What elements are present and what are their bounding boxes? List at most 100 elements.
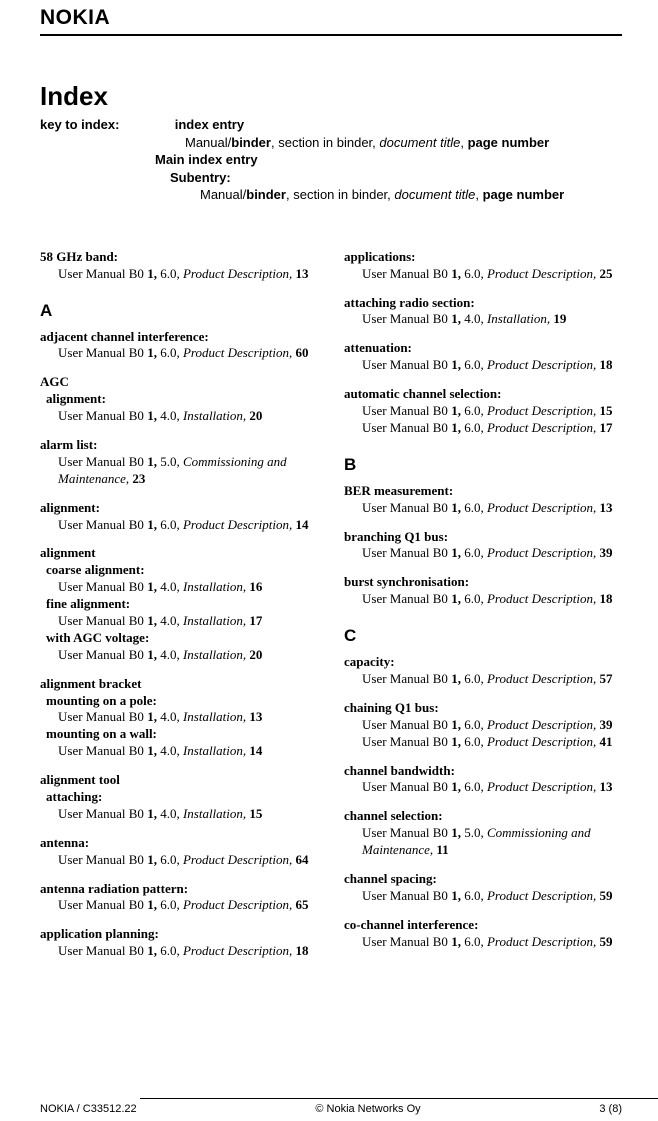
entry-head: antenna radiation pattern: bbox=[40, 881, 318, 898]
entry-ref: User Manual B0 1, 4.0, Installation, 15 bbox=[40, 806, 318, 823]
key-l5f: page number bbox=[483, 187, 565, 202]
section-letter: C bbox=[344, 626, 622, 646]
index-entry: automatic channel selection:User Manual … bbox=[344, 386, 622, 437]
key-l5a: Manual/ bbox=[200, 187, 246, 202]
entry-head: channel selection: bbox=[344, 808, 622, 825]
left-column: 58 GHz band:User Manual B0 1, 6.0, Produ… bbox=[40, 249, 318, 972]
index-entry: attaching radio section:User Manual B0 1… bbox=[344, 295, 622, 329]
key-l2b: binder bbox=[231, 135, 271, 150]
entry-ref: User Manual B0 1, 6.0, Product Descripti… bbox=[344, 500, 622, 517]
entry-ref: User Manual B0 1, 4.0, Installation, 16 bbox=[40, 579, 318, 596]
entry-head: alignment bracket bbox=[40, 676, 318, 693]
entry-ref: User Manual B0 1, 4.0, Installation, 20 bbox=[40, 647, 318, 664]
index-entry: adjacent channel interference:User Manua… bbox=[40, 329, 318, 363]
entry-ref: User Manual B0 1, 6.0, Product Descripti… bbox=[344, 591, 622, 608]
section-letter: B bbox=[344, 455, 622, 475]
entry-head: BER measurement: bbox=[344, 483, 622, 500]
index-entry: chaining Q1 bus:User Manual B0 1, 6.0, P… bbox=[344, 700, 622, 751]
index-entry: alignment toolattaching:User Manual B0 1… bbox=[40, 772, 318, 823]
key-l5d: document title bbox=[394, 187, 475, 202]
entry-sub: alignment: bbox=[40, 391, 318, 408]
entry-sub: attaching: bbox=[40, 789, 318, 806]
entry-head: channel spacing: bbox=[344, 871, 622, 888]
key-l1: index entry bbox=[175, 117, 244, 132]
index-entry: 58 GHz band:User Manual B0 1, 6.0, Produ… bbox=[40, 249, 318, 283]
entry-ref: User Manual B0 1, 5.0, Commissioning and… bbox=[344, 825, 622, 859]
index-entry: attenuation:User Manual B0 1, 6.0, Produ… bbox=[344, 340, 622, 374]
index-entry: alignment:User Manual B0 1, 6.0, Product… bbox=[40, 500, 318, 534]
entry-head: adjacent channel interference: bbox=[40, 329, 318, 346]
index-entry: application planning:User Manual B0 1, 6… bbox=[40, 926, 318, 960]
entry-ref: User Manual B0 1, 6.0, Product Descripti… bbox=[40, 852, 318, 869]
index-entry: channel spacing:User Manual B0 1, 6.0, P… bbox=[344, 871, 622, 905]
index-entry: burst synchronisation:User Manual B0 1, … bbox=[344, 574, 622, 608]
index-entry: co-channel interference:User Manual B0 1… bbox=[344, 917, 622, 951]
index-columns: 58 GHz band:User Manual B0 1, 6.0, Produ… bbox=[40, 249, 622, 972]
index-entry: AGCalignment:User Manual B0 1, 4.0, Inst… bbox=[40, 374, 318, 425]
entry-sub: mounting on a wall: bbox=[40, 726, 318, 743]
entry-ref: User Manual B0 1, 6.0, Product Descripti… bbox=[40, 897, 318, 914]
entry-head: chaining Q1 bus: bbox=[344, 700, 622, 717]
index-entry: antenna:User Manual B0 1, 6.0, Product D… bbox=[40, 835, 318, 869]
entry-head: antenna: bbox=[40, 835, 318, 852]
footer-center: © Nokia Networks Oy bbox=[315, 1103, 420, 1115]
index-entry: capacity:User Manual B0 1, 6.0, Product … bbox=[344, 654, 622, 688]
entry-ref: User Manual B0 1, 6.0, Product Descripti… bbox=[344, 403, 622, 420]
key-l2d: document title bbox=[379, 135, 460, 150]
footer: NOKIA / C33512.22 © Nokia Networks Oy 3 … bbox=[0, 1103, 658, 1121]
divider bbox=[40, 34, 622, 36]
index-entry: alignment bracketmounting on a pole:User… bbox=[40, 676, 318, 760]
entry-ref: User Manual B0 1, 4.0, Installation, 17 bbox=[40, 613, 318, 630]
index-entry: branching Q1 bus:User Manual B0 1, 6.0, … bbox=[344, 529, 622, 563]
entry-ref: User Manual B0 1, 6.0, Product Descripti… bbox=[344, 779, 622, 796]
entry-ref: User Manual B0 1, 6.0, Product Descripti… bbox=[344, 357, 622, 374]
index-entry: channel selection:User Manual B0 1, 5.0,… bbox=[344, 808, 622, 859]
right-column: applications:User Manual B0 1, 6.0, Prod… bbox=[344, 249, 622, 972]
entry-head: alignment bbox=[40, 545, 318, 562]
key-l2c: , section in binder, bbox=[271, 135, 379, 150]
entry-sub: mounting on a pole: bbox=[40, 693, 318, 710]
entry-head: alarm list: bbox=[40, 437, 318, 454]
entry-ref: User Manual B0 1, 6.0, Product Descripti… bbox=[344, 671, 622, 688]
entry-sub: with AGC voltage: bbox=[40, 630, 318, 647]
key-to-index: key to index: index entry Manual/binder,… bbox=[40, 116, 622, 204]
section-letter: A bbox=[40, 301, 318, 321]
entry-ref: User Manual B0 1, 6.0, Product Descripti… bbox=[40, 266, 318, 283]
entry-head: applications: bbox=[344, 249, 622, 266]
entry-head: channel bandwidth: bbox=[344, 763, 622, 780]
entry-head: co-channel interference: bbox=[344, 917, 622, 934]
entry-ref: User Manual B0 1, 6.0, Product Descripti… bbox=[344, 545, 622, 562]
index-entry: alarm list:User Manual B0 1, 5.0, Commis… bbox=[40, 437, 318, 488]
entry-head: attaching radio section: bbox=[344, 295, 622, 312]
index-entry: alignmentcoarse alignment:User Manual B0… bbox=[40, 545, 318, 663]
logo: NOKIA bbox=[40, 6, 622, 30]
entry-sub: fine alignment: bbox=[40, 596, 318, 613]
entry-ref: User Manual B0 1, 4.0, Installation, 13 bbox=[40, 709, 318, 726]
index-entry: channel bandwidth:User Manual B0 1, 6.0,… bbox=[344, 763, 622, 797]
key-l2a: Manual/ bbox=[185, 135, 231, 150]
entry-sub: coarse alignment: bbox=[40, 562, 318, 579]
entry-head: capacity: bbox=[344, 654, 622, 671]
footer-left: NOKIA / C33512.22 bbox=[40, 1103, 137, 1115]
entry-head: AGC bbox=[40, 374, 318, 391]
entry-ref: User Manual B0 1, 4.0, Installation, 19 bbox=[344, 311, 622, 328]
entry-head: attenuation: bbox=[344, 340, 622, 357]
key-l2e: , bbox=[460, 135, 467, 150]
entry-ref: User Manual B0 1, 6.0, Product Descripti… bbox=[40, 517, 318, 534]
entry-ref: User Manual B0 1, 6.0, Product Descripti… bbox=[40, 345, 318, 362]
key-l5b: binder bbox=[246, 187, 286, 202]
key-l3: Main index entry bbox=[155, 152, 258, 167]
entry-head: burst synchronisation: bbox=[344, 574, 622, 591]
entry-ref: User Manual B0 1, 6.0, Product Descripti… bbox=[344, 420, 622, 437]
entry-ref: User Manual B0 1, 6.0, Product Descripti… bbox=[344, 888, 622, 905]
entry-head: automatic channel selection: bbox=[344, 386, 622, 403]
footer-right: 3 (8) bbox=[599, 1103, 622, 1115]
entry-head: branching Q1 bus: bbox=[344, 529, 622, 546]
entry-head: 58 GHz band: bbox=[40, 249, 318, 266]
entry-ref: User Manual B0 1, 6.0, Product Descripti… bbox=[344, 266, 622, 283]
entry-head: alignment tool bbox=[40, 772, 318, 789]
index-entry: antenna radiation pattern:User Manual B0… bbox=[40, 881, 318, 915]
key-l2f: page number bbox=[468, 135, 550, 150]
entry-ref: User Manual B0 1, 6.0, Product Descripti… bbox=[344, 717, 622, 734]
page: NOKIA Index key to index: index entry Ma… bbox=[0, 0, 658, 1078]
